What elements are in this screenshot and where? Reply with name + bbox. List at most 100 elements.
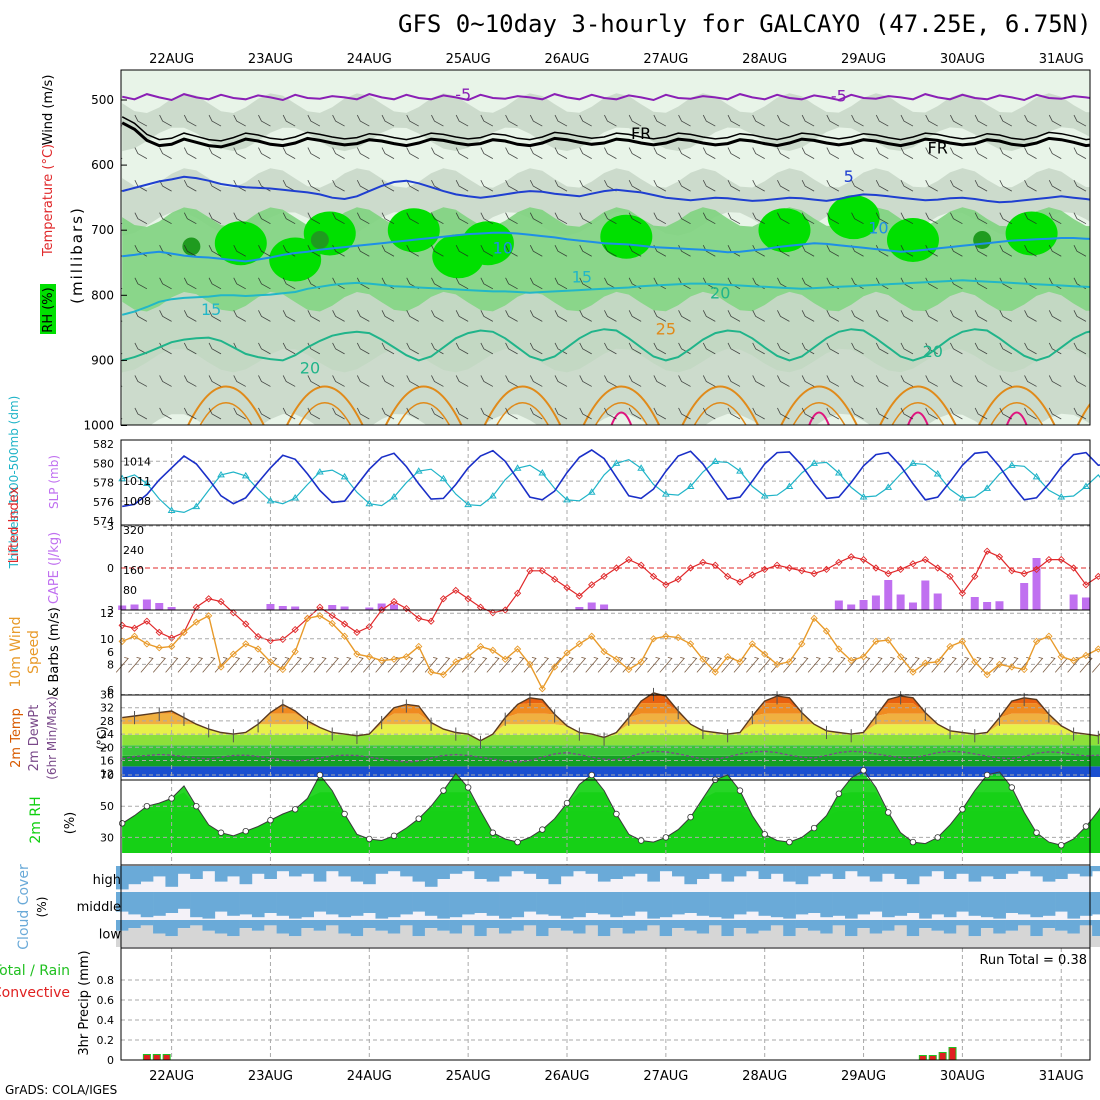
lifted-index-marker: [464, 595, 472, 603]
date-label-top: 27AUG: [643, 52, 688, 67]
wind-barb: [332, 212, 345, 225]
wind-barb: [900, 147, 914, 159]
wind-barb: [604, 147, 617, 159]
lifted-index-marker: [934, 564, 942, 572]
cloud-middle-bar: [363, 892, 376, 913]
cloud-low-bar: [1079, 920, 1093, 926]
pressure-tick-label: 900: [91, 353, 114, 367]
surface-wind-barb: [634, 657, 648, 673]
lifted-index-marker: [1008, 567, 1016, 575]
wind-barb: [950, 375, 963, 387]
cloud-low-gap: [943, 933, 957, 947]
cloud-middle-bar: [239, 892, 253, 915]
wind-barb: [307, 342, 321, 355]
wind-barb: [875, 179, 889, 192]
cloud-low-bar: [894, 920, 908, 926]
wind-speed-marker: [810, 614, 818, 622]
wind-speed-marker: [859, 653, 868, 661]
cloud-low-bar: [845, 920, 858, 937]
lifted-index-marker: [575, 592, 583, 600]
wind-speed-marker: [526, 660, 534, 669]
surface-wind-barb: [820, 657, 834, 673]
wind-barb: [1024, 212, 1037, 225]
cloud-middle-bar: [795, 892, 809, 915]
cloud-middle-bar: [869, 892, 883, 912]
cloud-middle-bar: [721, 892, 735, 919]
temp-25-contour: [582, 385, 661, 425]
temp-contour-FR: [121, 121, 1090, 149]
wind-speed-marker: [192, 618, 200, 626]
surface-wind-barb: [498, 657, 512, 673]
cloud-low-gap: [338, 933, 352, 947]
temp-25-inner-contour: [891, 401, 945, 425]
cloud-high-bar: [968, 866, 982, 882]
temp-contour-15: [121, 279, 1090, 316]
cloud-low-bar: [499, 920, 512, 934]
temp-25-contour: [681, 385, 760, 425]
wind-barb: [134, 245, 148, 257]
rh-marker: [415, 815, 422, 822]
lifted-index-marker: [563, 583, 571, 592]
wind-barb: [900, 114, 914, 127]
wind-barb: [579, 179, 592, 192]
surface-wind-barb: [597, 657, 611, 673]
wind-barb: [529, 245, 543, 257]
wind-barb: [1073, 212, 1087, 225]
surface-wind-barb: [115, 657, 129, 673]
wind-barb: [406, 147, 419, 159]
lifted-index-marker: [612, 564, 621, 572]
precip-convective-bar: [143, 1055, 150, 1060]
cloud-low-gap: [486, 928, 500, 947]
cloud-low-bar: [672, 920, 685, 929]
wind-barb: [307, 179, 321, 192]
wind-barb: [183, 245, 197, 257]
cloud-middle-bar: [919, 892, 932, 919]
cloud-high-bar: [301, 866, 314, 874]
lifted-index-marker: [859, 555, 868, 564]
lifted-index-marker: [662, 581, 670, 589]
cloud-low-bar: [523, 920, 537, 926]
wind-barb: [1073, 179, 1087, 192]
wind-barb: [431, 277, 444, 290]
cloud-middle-bar: [956, 892, 969, 912]
temp-tick-label: 32: [100, 702, 114, 715]
wind-speed-marker: [723, 653, 732, 661]
cloud-middle-bar: [1005, 892, 1019, 913]
surface-wind-barb: [671, 657, 685, 673]
cloud-low-gap: [499, 933, 512, 947]
wind-barb: [282, 375, 296, 387]
pressure-axis-label: (millibars): [68, 206, 86, 304]
wind-barb: [258, 375, 271, 387]
date-label-top: 26AUG: [544, 52, 589, 67]
lifted-index-series-line: [122, 550, 1100, 642]
temp-contour-5: [121, 175, 1090, 204]
cloud-middle-bar: [634, 892, 648, 912]
rh-max-0: [310, 230, 329, 249]
surface-wind-barb: [919, 657, 933, 673]
wind-speed-marker: [600, 647, 608, 656]
wind-speed-marker: [353, 650, 361, 658]
wind-barb: [579, 375, 592, 387]
surface-wind-barb: [511, 657, 525, 673]
wind-barb: [554, 179, 568, 192]
wind-speed-marker: [909, 668, 917, 676]
rh-marker: [1082, 823, 1090, 830]
rh-marker: [909, 838, 917, 846]
wind-barb: [950, 212, 963, 225]
wind-barb: [1048, 147, 1062, 159]
cloud-high-bar: [474, 866, 487, 879]
cloud-middle-bar: [770, 892, 784, 918]
cloud-low-bar: [610, 920, 623, 929]
run-total-label: Run Total = 0.38: [979, 953, 1087, 968]
rh-marker: [563, 799, 571, 807]
wind-speed-marker: [180, 628, 188, 637]
cloud-low-gap: [919, 928, 932, 947]
cloud-low-bar: [474, 920, 487, 937]
surface-wind-barb: [239, 657, 253, 673]
thickness-marker: [340, 472, 349, 480]
lifted-index-marker: [983, 547, 991, 555]
slp-axis-label: SLP (mb): [47, 455, 61, 509]
wind-barb: [727, 342, 741, 355]
wind-speed-marker: [736, 658, 744, 666]
wind-speed-marker: [551, 663, 559, 671]
